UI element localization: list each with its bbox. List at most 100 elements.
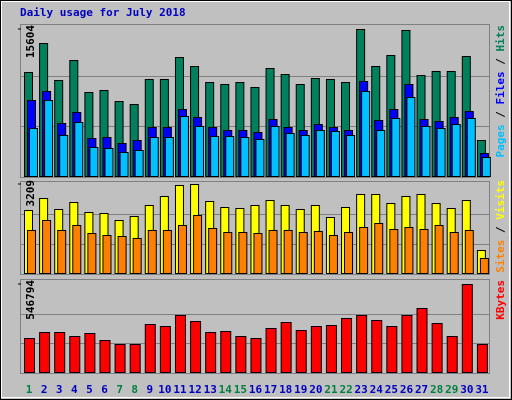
bar [406, 96, 416, 177]
x-tick-label: 2 [41, 383, 48, 396]
bar [87, 233, 97, 274]
x-tick-label: 30 [460, 383, 473, 396]
bar [193, 215, 203, 275]
bar [27, 229, 36, 274]
legend-separator: / [494, 220, 507, 240]
bar [283, 229, 293, 274]
bar [114, 343, 126, 373]
bar [74, 122, 84, 177]
x-tick-label: 13 [204, 383, 217, 396]
bar [416, 307, 428, 373]
bar [401, 314, 413, 373]
x-tick-label: 4 [71, 383, 78, 396]
bar [330, 130, 340, 177]
bar [325, 324, 337, 374]
bar [449, 232, 459, 274]
x-tick-label: 14 [219, 383, 233, 396]
bar [404, 226, 414, 274]
x-tick-label: 28 [430, 383, 443, 396]
x-tick-label: 18 [279, 383, 292, 396]
legend: Pages / Files / Hits [494, 25, 507, 158]
bar [24, 337, 35, 373]
bar [57, 229, 67, 274]
bar [42, 219, 52, 274]
bar [208, 227, 218, 274]
x-tick-label: 1 [26, 383, 33, 396]
bar [223, 232, 233, 274]
x-tick-label: 31 [475, 383, 489, 396]
bar [255, 138, 265, 177]
y-tick-label: 546794 [24, 280, 37, 320]
bar [300, 135, 310, 177]
bar [310, 325, 322, 373]
bar [431, 322, 443, 374]
bar [162, 229, 172, 274]
bar [466, 117, 476, 177]
x-tick-label: 24 [370, 383, 384, 396]
bar [356, 314, 368, 373]
bar [313, 230, 323, 274]
bar [270, 125, 280, 178]
bar [240, 136, 250, 177]
x-tick-label: 12 [188, 383, 201, 396]
bar [89, 147, 99, 177]
bar [386, 325, 398, 373]
x-tick-label: 5 [86, 383, 93, 396]
bar [451, 123, 461, 177]
bar [265, 327, 277, 374]
bar [436, 128, 446, 177]
x-tick-label: 8 [131, 383, 138, 396]
bar [371, 319, 383, 373]
bar [210, 135, 220, 178]
bar [134, 149, 144, 178]
bar [104, 148, 114, 178]
bar [361, 90, 371, 177]
x-tick-label: 10 [158, 383, 171, 396]
bar [391, 117, 401, 177]
x-tick-label: 26 [400, 383, 414, 396]
x-tick-label: 23 [355, 383, 368, 396]
bar [446, 335, 458, 374]
bar [479, 257, 489, 274]
y-tick-label: 3209 [24, 180, 37, 207]
bar [164, 136, 174, 177]
bar [298, 232, 308, 274]
bar [177, 224, 187, 275]
x-tick-label: 25 [385, 383, 398, 396]
bar [253, 233, 263, 274]
bar [389, 228, 399, 274]
bar [174, 314, 186, 373]
bar [419, 228, 429, 274]
bar [225, 135, 235, 178]
bar [434, 224, 444, 275]
bar [376, 129, 386, 178]
legend-entry: Visits [494, 180, 507, 220]
x-tick-label: 3 [56, 383, 63, 396]
bar [119, 151, 129, 177]
bar [69, 335, 81, 374]
bar [29, 128, 38, 177]
bar [476, 343, 488, 373]
bar [44, 100, 54, 177]
bar [39, 331, 51, 373]
x-tick-label: 16 [249, 383, 263, 396]
bar [117, 236, 127, 274]
legend-entry: KBytes [494, 280, 507, 320]
legend: Sites / Visits [494, 180, 507, 273]
x-tick-label: 15 [234, 383, 247, 396]
bar [315, 129, 325, 178]
legend-entry: Files [494, 71, 507, 104]
bar [464, 229, 474, 274]
bar [102, 235, 112, 274]
bar [84, 332, 96, 374]
bar [147, 229, 157, 274]
bar [99, 339, 111, 374]
x-tick-label: 7 [116, 383, 123, 396]
bar [190, 320, 202, 373]
legend-separator: / [494, 52, 507, 72]
legend-entry: Pages [494, 124, 507, 157]
bar [344, 232, 354, 274]
bar [285, 133, 295, 178]
bar [295, 329, 307, 373]
